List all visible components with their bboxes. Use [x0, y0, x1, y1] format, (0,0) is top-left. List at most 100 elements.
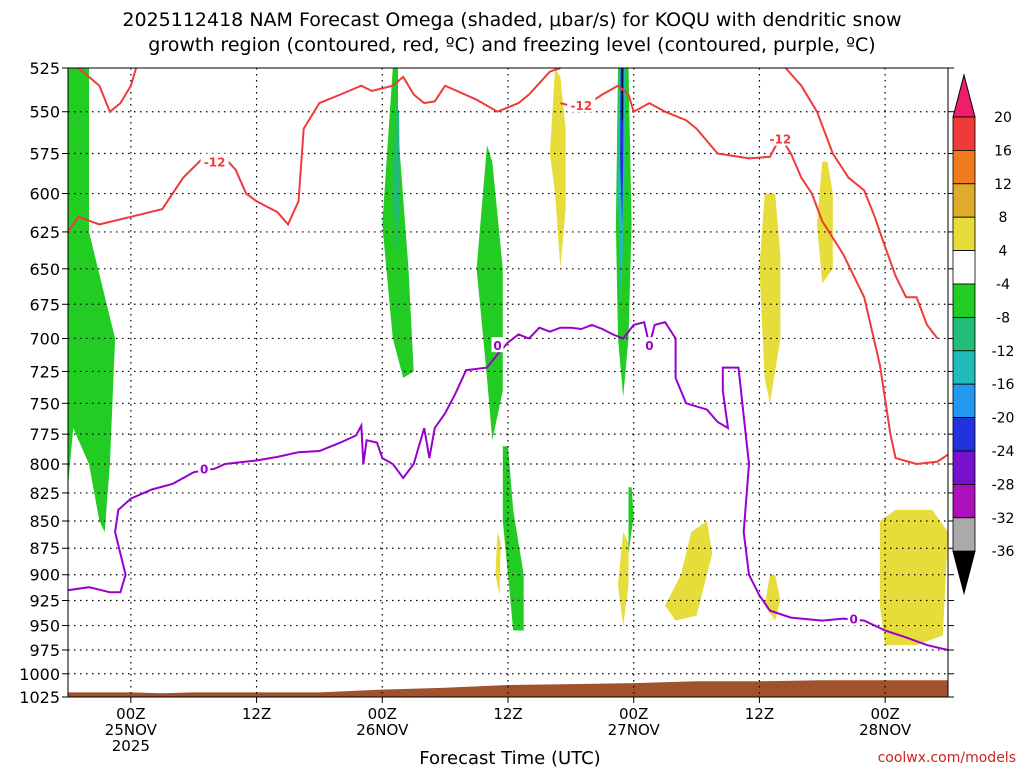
omega-region-10: [618, 532, 629, 626]
omega-region-5: [628, 487, 634, 554]
colorbar-label-2: 12: [994, 177, 1012, 193]
y-tick-label-550: 550: [29, 103, 60, 122]
omega-region-0: [68, 68, 116, 532]
contour-label-bg-1: [567, 96, 596, 112]
x-tick-label-24-0: 00Z: [368, 705, 397, 723]
colorbar-label-3: 8: [999, 210, 1008, 226]
y-tick-label-950: 950: [29, 617, 60, 636]
contour-minus12-0: [67, 67, 561, 233]
x-tick-label-60-0: 12Z: [745, 705, 774, 723]
colorbar-top-arrow: [952, 73, 976, 118]
x-tick-label-48-0: 00Z: [619, 705, 648, 723]
omega-core-3: [621, 68, 623, 121]
y-tick-label-875: 875: [29, 539, 60, 558]
contour-label-5: 0: [645, 339, 653, 353]
contour-layer: -12 -12 -12 0 0 0 0: [67, 67, 949, 651]
colorbar-label-12: -32: [992, 511, 1015, 527]
y-tick-label-775: 775: [29, 425, 60, 444]
y-tick-label-750: 750: [29, 394, 60, 413]
x-tick-label-36-0: 12Z: [493, 705, 522, 723]
y-tick-label-900: 900: [29, 566, 60, 585]
colorbar-segment-4: [952, 216, 976, 251]
y-axis-ticks: 525 550 575 600 625 650 675 700 725 750 775 800 825 8…: [19, 59, 954, 707]
y-tick-label-925: 925: [29, 591, 60, 610]
x-tick-label-72-0: 00Z: [870, 705, 899, 723]
colorbar-label-6: -8: [996, 310, 1010, 326]
colorbar: 20 16 12 8 4 -4 -8 -12 -16 -20 -24 -28 -32 -36: [952, 73, 1015, 596]
x-tick-label-24-1: 26NOV: [356, 721, 409, 739]
colorbar-segment-1: [952, 116, 976, 151]
colorbar-segment-7: [952, 316, 976, 352]
contour-minus12-2: [77, 67, 138, 114]
contour-label-6: 0: [850, 613, 858, 627]
omega-core-0: [392, 103, 401, 255]
omega-region-12: [879, 509, 948, 646]
x-tick-label-0-1: 25NOV: [105, 721, 158, 739]
omega-region-7: [759, 193, 781, 404]
contour-label-bg-0: [200, 153, 229, 169]
colorbar-segment-8: [952, 350, 976, 385]
contour-label-2: -12: [770, 133, 792, 147]
colorbar-label-7: -12: [992, 344, 1015, 360]
omega-core-2: [620, 68, 624, 225]
contour-minus12-1: [560, 84, 949, 466]
terrain-layer: [68, 680, 948, 697]
omega-shading-layer: [68, 68, 948, 646]
y-tick-label-525: 525: [29, 59, 60, 78]
omega-region-8: [817, 161, 833, 284]
colorbar-label-9: -20: [992, 411, 1015, 427]
omega-region-6: [549, 68, 566, 269]
terrain-fill: [68, 680, 948, 697]
credit-text: coolwx.com/models: [878, 750, 1016, 766]
colorbar-segment-2: [952, 149, 976, 185]
contour-label-bg-5: [643, 337, 656, 353]
x-tick-label-48-1: 27NOV: [608, 721, 661, 739]
y-tick-label-650: 650: [29, 260, 60, 279]
omega-region-13: [495, 532, 501, 596]
omega-region-9: [665, 521, 713, 621]
contour-label-bg-4: [491, 337, 504, 353]
chart-title-line1: 2025112418 NAM Forecast Omega (shaded, μ…: [122, 9, 901, 31]
y-tick-label-575: 575: [29, 145, 60, 164]
colorbar-segment-3: [952, 183, 976, 218]
colorbar-label-13: -36: [992, 544, 1015, 560]
y-tick-label-1000: 1000: [19, 665, 60, 684]
colorbar-segment-5: [952, 250, 976, 285]
y-tick-label-625: 625: [29, 223, 60, 242]
colorbar-bottom-arrow: [952, 550, 976, 596]
colorbar-label-4: 4: [999, 244, 1008, 260]
y-tick-label-725: 725: [29, 362, 60, 381]
colorbar-segment-10: [952, 417, 976, 452]
x-tick-label-12-0: 12Z: [242, 705, 271, 723]
contour-label-1: -12: [570, 99, 592, 113]
colorbar-segment-6: [952, 283, 976, 318]
colorbar-label-0: 20: [994, 110, 1012, 126]
colorbar-label-5: -4: [996, 277, 1010, 293]
x-axis-title: Forecast Time (UTC): [419, 748, 600, 768]
colorbar-segment-11: [952, 450, 976, 485]
chart-title-line2: growth region (contoured, red, ºC) and f…: [148, 34, 875, 56]
colorbar-label-1: 16: [994, 143, 1012, 159]
contour-label-bg-6: [847, 610, 860, 626]
contour-label-bg-2: [766, 130, 795, 146]
y-tick-label-800: 800: [29, 455, 60, 474]
contour-label-3: 0: [200, 463, 208, 477]
colorbar-label-8: -16: [992, 377, 1015, 393]
x-tick-label-72-1: 28NOV: [859, 721, 912, 739]
y-tick-label-975: 975: [29, 641, 60, 660]
colorbar-segment-12: [952, 483, 976, 519]
omega-region-2: [476, 145, 503, 441]
contour-zero-0: [67, 320, 949, 651]
colorbar-label-10: -24: [992, 444, 1015, 460]
contour-label-4: 0: [493, 339, 501, 353]
x-tick-label-0-2: 2025: [112, 737, 150, 755]
y-tick-label-675: 675: [29, 295, 60, 314]
contour-label-0: -12: [204, 156, 226, 170]
colorbar-label-11: -28: [992, 477, 1015, 493]
colorbar-segment-9: [952, 383, 976, 419]
contour-minus12-3: [784, 67, 939, 340]
contour-label-bg-3: [198, 460, 211, 476]
omega-region-3: [502, 446, 524, 631]
y-tick-label-1025: 1025: [19, 688, 60, 707]
y-tick-label-700: 700: [29, 329, 60, 348]
